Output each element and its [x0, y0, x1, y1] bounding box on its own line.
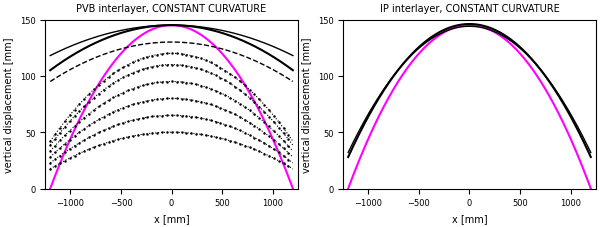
- Y-axis label: vertical displacement [mm]: vertical displacement [mm]: [302, 37, 312, 172]
- X-axis label: x [mm]: x [mm]: [154, 213, 190, 223]
- Title: PVB interlayer, CONSTANT CURVATURE: PVB interlayer, CONSTANT CURVATURE: [76, 4, 266, 14]
- Y-axis label: vertical displacement [mm]: vertical displacement [mm]: [4, 37, 14, 172]
- Title: IP interlayer, CONSTANT CURVATURE: IP interlayer, CONSTANT CURVATURE: [380, 4, 559, 14]
- X-axis label: x [mm]: x [mm]: [452, 213, 487, 223]
